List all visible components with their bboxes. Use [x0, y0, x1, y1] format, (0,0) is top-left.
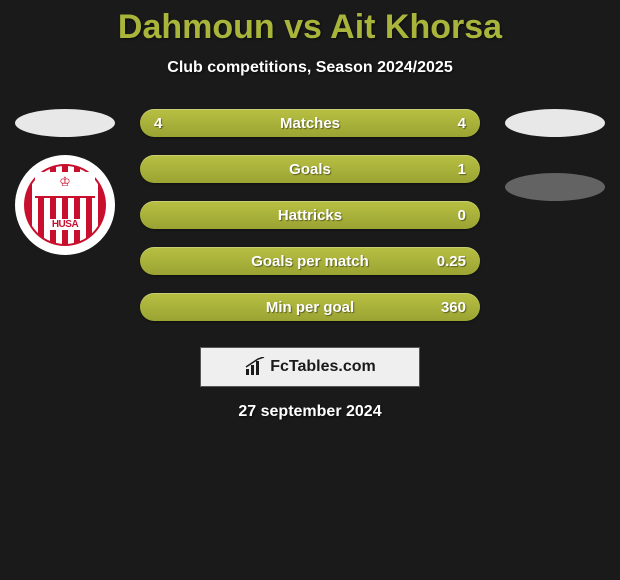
stat-bar: 4 Matches 4	[140, 109, 480, 137]
club-ellipse-right	[505, 173, 605, 201]
club-logo-text: HUSA	[49, 219, 81, 230]
player-ellipse-right	[505, 109, 605, 137]
subtitle: Club competitions, Season 2024/2025	[0, 59, 620, 77]
club-logo-inner: ♔ HUSA	[24, 164, 106, 246]
left-badge-column: ♔ HUSA	[10, 109, 120, 255]
stat-bar: Goals per match 0.25	[140, 247, 480, 275]
stat-right-value: 360	[441, 299, 466, 316]
stat-label: Hattricks	[278, 207, 342, 224]
stat-bars: 4 Matches 4 Goals 1 Hattricks 0 Goals pe…	[140, 109, 480, 321]
content-layout: ♔ HUSA 4 Matches 4 Goals 1 Hattricks	[0, 109, 620, 421]
stat-label: Goals per match	[251, 253, 369, 270]
comparison-card: Dahmoun vs Ait Khorsa Club competitions,…	[0, 0, 620, 421]
club-logo-left: ♔ HUSA	[15, 155, 115, 255]
chart-icon	[244, 357, 266, 377]
brand-text: FcTables.com	[270, 358, 376, 376]
player-ellipse-left	[15, 109, 115, 137]
stat-label: Min per goal	[266, 299, 354, 316]
stat-bar: Hattricks 0	[140, 201, 480, 229]
stat-label: Matches	[280, 115, 340, 132]
stat-right-value: 0.25	[437, 253, 466, 270]
stat-right-value: 1	[458, 161, 466, 178]
stat-right-value: 0	[458, 207, 466, 224]
crown-icon: ♔	[59, 174, 71, 190]
stat-label: Goals	[289, 161, 331, 178]
brand-box: FcTables.com	[200, 347, 420, 387]
stat-left-value: 4	[154, 115, 162, 132]
stat-right-value: 4	[458, 115, 466, 132]
stat-bar: Goals 1	[140, 155, 480, 183]
date-text: 27 september 2024	[0, 403, 620, 421]
page-title: Dahmoun vs Ait Khorsa	[0, 8, 620, 47]
stat-bar: Min per goal 360	[140, 293, 480, 321]
right-badge-column	[500, 109, 610, 201]
